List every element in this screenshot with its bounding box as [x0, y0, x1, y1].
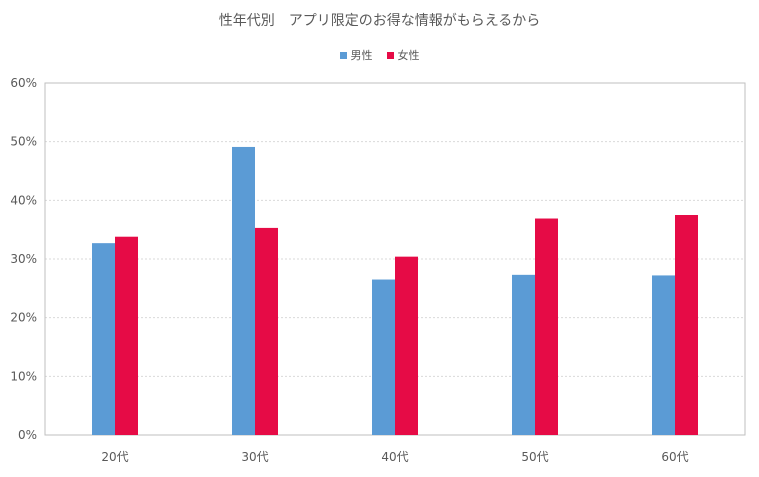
bar-male-60s: [652, 275, 675, 435]
bar-female-30s: [255, 227, 278, 435]
legend-label-female: 女性: [397, 49, 420, 62]
x-axis-ticks: 20代 30代 40代 50代 60代: [101, 450, 688, 464]
bar-male-40s: [372, 279, 395, 435]
bar-male-50s: [512, 274, 535, 435]
y-tick-label: 40%: [10, 193, 37, 207]
x-tick-label: 50代: [521, 450, 548, 464]
legend: 男性 女性: [0, 47, 759, 63]
y-tick-label: 30%: [10, 252, 37, 266]
y-tick-label: 60%: [10, 76, 37, 90]
legend-swatch-male: [339, 51, 347, 59]
bar-male-30s: [232, 146, 255, 436]
legend-item-male: 男性: [339, 47, 373, 63]
bar-female-60s: [675, 215, 698, 435]
chart-title: 性年代別 アプリ限定のお得な情報がもらえるから: [218, 13, 541, 29]
legend-label-male: 男性: [350, 49, 373, 62]
x-tick-label: 20代: [101, 450, 128, 464]
y-tick-label: 0%: [18, 428, 37, 442]
bars: [92, 146, 698, 436]
bar-male-20s: [92, 243, 115, 435]
bar-female-20s: [115, 236, 138, 435]
legend-swatch-female: [386, 51, 394, 59]
bar-female-50s: [535, 218, 558, 435]
legend-item-female: 女性: [386, 47, 420, 63]
y-tick-label: 50%: [10, 135, 37, 149]
y-tick-label: 20%: [10, 311, 37, 325]
y-axis-ticks: 0% 10% 20% 30% 40% 50% 60%: [10, 76, 37, 442]
bar-female-40s: [395, 256, 418, 435]
x-tick-label: 60代: [661, 450, 688, 464]
y-tick-label: 10%: [10, 369, 37, 383]
x-tick-label: 30代: [241, 450, 268, 464]
x-tick-label: 40代: [381, 450, 408, 464]
